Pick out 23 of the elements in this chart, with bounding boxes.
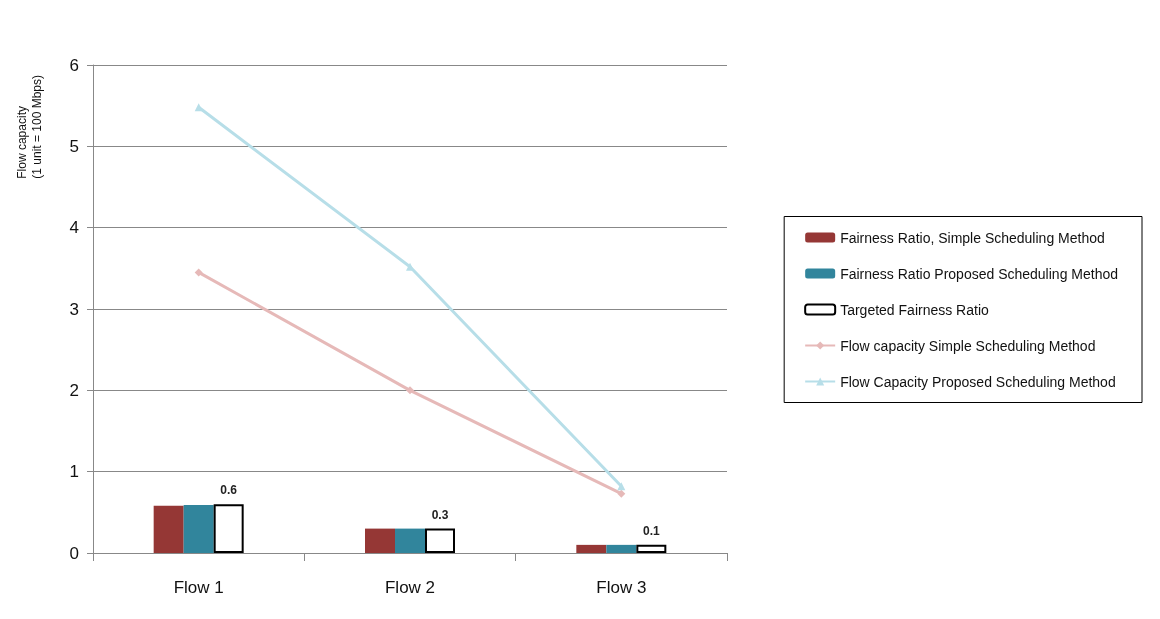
legend-label: Flow Capacity Proposed Scheduling Method: [840, 373, 1116, 390]
x-tick-label: Flow 3: [596, 578, 647, 597]
data-label: 0.6: [220, 483, 238, 498]
point: [194, 268, 203, 277]
legend-label: Flow capacity Simple Scheduling Method: [840, 337, 1096, 354]
y-tick-label: 1: [69, 462, 79, 482]
y-tick-label: 4: [69, 218, 79, 238]
y-tick-label: 5: [69, 136, 79, 156]
x-tick-label: Flow 2: [384, 578, 436, 597]
data-label: 0.1: [642, 523, 660, 538]
y-axis-title: Flow capacity (1 unit = 100 Mbps): [14, 74, 44, 179]
legend-label: Fairness Ratio, Simple Scheduling Method: [840, 229, 1105, 246]
point: [617, 489, 626, 498]
data-label: 0.3: [431, 507, 449, 522]
point: [406, 386, 414, 395]
y-tick-label: 3: [69, 299, 79, 319]
point: [406, 262, 414, 271]
y-tick-label: 6: [69, 55, 79, 75]
y-tick-label: 2: [69, 380, 79, 400]
legend-label: Targeted Fairness Ratio: [840, 301, 990, 318]
legend-label: Fairness Ratio Proposed Scheduling Method: [840, 265, 1118, 282]
y-tick-label: 0: [69, 543, 79, 563]
x-tick-label: Flow 1: [173, 578, 224, 597]
